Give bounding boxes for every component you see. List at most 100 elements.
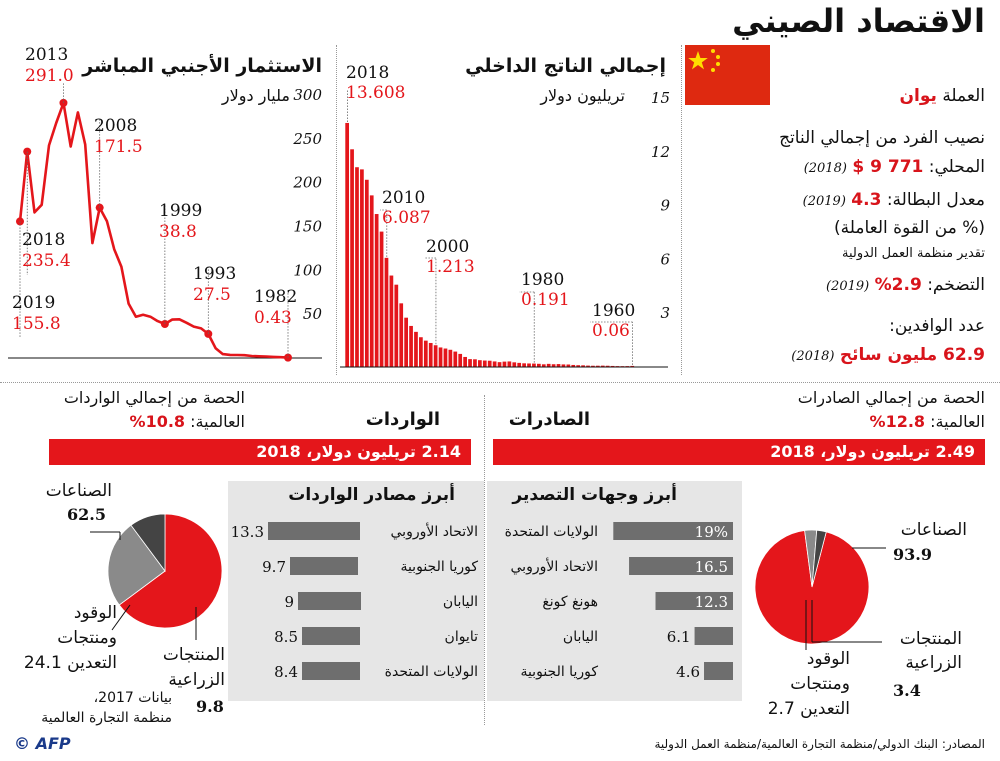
divider-charts bbox=[336, 45, 337, 375]
fdi-annotation-value: 235.4 bbox=[22, 251, 71, 271]
gdp-tick-label: 12 bbox=[651, 143, 670, 161]
tourists-year: (2018) bbox=[791, 349, 835, 364]
gdp-bar bbox=[576, 365, 581, 367]
gdp-bar bbox=[389, 275, 394, 367]
fdi-annotation-value: 27.5 bbox=[193, 285, 231, 305]
gdp-bar bbox=[443, 348, 448, 367]
export-share-line1: الحصة من إجمالي الصادرات bbox=[797, 388, 985, 407]
unemp-unit: (% من القوة العاملة) bbox=[834, 218, 985, 238]
gdp-tick-label: 15 bbox=[651, 89, 670, 107]
export-dest-label: الاتحاد الأوروبي bbox=[511, 557, 598, 575]
gdp-pc-line1: نصيب الفرد من إجمالي الناتج bbox=[779, 128, 985, 148]
gdp-bar bbox=[399, 303, 404, 367]
gdp-annotation-value: 0.06 bbox=[592, 321, 630, 341]
export-fuel-label: الوقود ومنتجات التعدين 2.7 bbox=[768, 647, 850, 722]
fdi-annotation-value: 171.5 bbox=[94, 137, 143, 157]
export-manufactures-label: الصناعات bbox=[900, 520, 967, 540]
fdi-chart-unit: مليار دولار bbox=[221, 86, 290, 105]
gdp-bar bbox=[591, 365, 595, 367]
inflation-label: التضخم: bbox=[927, 275, 985, 295]
gdp-bar bbox=[561, 364, 566, 367]
fdi-annotation-value: 291.0 bbox=[25, 66, 74, 86]
export-agri-label1: المنتجات bbox=[899, 629, 962, 649]
gdp-chart-title: إجمالي الناتج الداخلي bbox=[465, 55, 666, 77]
unemp-label: معدل البطالة: bbox=[886, 190, 985, 210]
import-src-title: أبرز مصادر الواردات bbox=[288, 485, 455, 505]
gdp-bar bbox=[610, 365, 615, 367]
import-note2: منظمة التجارة العالمية bbox=[41, 710, 172, 726]
gdp-bar bbox=[364, 179, 369, 367]
import-src-value: 9 bbox=[284, 593, 294, 611]
gdp-annotation-year: 1980 bbox=[521, 270, 564, 290]
gdp-annotation-year: 2000 bbox=[426, 237, 469, 257]
export-fuel-label3: التعدين 2.7 bbox=[767, 699, 850, 719]
gdp-bar bbox=[536, 363, 541, 367]
export-pie-slice bbox=[811, 529, 827, 588]
gdp-bar bbox=[453, 351, 458, 367]
gdp-bar bbox=[409, 325, 413, 367]
afp-credit: © AFP bbox=[14, 734, 71, 753]
gdp-bar bbox=[482, 360, 487, 367]
import-agri-label: المنتجات الزراعية bbox=[163, 643, 225, 693]
export-share-line2: العالمية: bbox=[930, 412, 985, 431]
gdp-bar bbox=[419, 337, 423, 367]
gdp-bar bbox=[541, 364, 546, 367]
export-dest-title: أبرز وجهات التصدير bbox=[512, 485, 677, 505]
import-fuel-leader bbox=[111, 604, 131, 631]
import-note: بيانات 2017، منظمة التجارة العالمية bbox=[41, 688, 172, 728]
gdp-bar bbox=[517, 362, 522, 367]
import-share-value: 10.8% bbox=[129, 412, 186, 431]
inflation-value: 2.9% bbox=[874, 275, 922, 295]
import-src-label: الاتحاد الأوروبي bbox=[391, 522, 478, 540]
gdp-bar bbox=[379, 231, 384, 367]
gdp-bar bbox=[605, 365, 610, 367]
export-dest-label: الولايات المتحدة bbox=[505, 524, 598, 540]
gdp-bar bbox=[527, 363, 531, 367]
fdi-annotation-year: 1999 bbox=[159, 201, 202, 221]
fdi-tick-label: 150 bbox=[293, 218, 322, 236]
gdp-bar bbox=[571, 364, 576, 367]
gdp-bar bbox=[478, 360, 482, 367]
fdi-annotation-year: 2019 bbox=[12, 293, 55, 313]
gdp-annotation-year: 2018 bbox=[346, 63, 389, 83]
import-pie-slice bbox=[118, 513, 223, 629]
gdp-bar bbox=[345, 122, 350, 368]
gdp-bar bbox=[556, 364, 561, 367]
import-fuel-label3: التعدين 24.1 bbox=[23, 653, 117, 673]
export-agri-label2: الزراعية bbox=[905, 653, 962, 673]
export-dest-value: 12.3 bbox=[695, 593, 728, 611]
export-dest-bar bbox=[694, 627, 733, 645]
gdp-bar bbox=[512, 362, 517, 367]
gdp-bar bbox=[546, 363, 551, 367]
import-note1: بيانات 2017، bbox=[93, 690, 172, 706]
gdp-bar bbox=[630, 365, 635, 367]
fdi-tick-label: 100 bbox=[293, 261, 322, 279]
import-src-bar bbox=[268, 522, 360, 540]
gdp-bar bbox=[433, 345, 438, 367]
import-share-line2: العالمية: bbox=[190, 412, 245, 431]
import-pie-slice bbox=[107, 524, 166, 606]
gdp-pc-line2: المحلي: bbox=[928, 157, 985, 177]
gdp-bar bbox=[487, 360, 492, 367]
gdp-annotation-year: 1960 bbox=[592, 301, 635, 321]
export-dest-label: هونغ كونغ bbox=[542, 594, 598, 610]
export-dest-value: 16.5 bbox=[695, 558, 728, 576]
gdp-annotation-value: 6.087 bbox=[382, 208, 431, 228]
export-dest-bar bbox=[613, 522, 733, 540]
import-manufactures-value: 62.5 bbox=[67, 505, 106, 524]
gdp-bar bbox=[350, 149, 354, 367]
import-src-label: الولايات المتحدة bbox=[385, 664, 478, 680]
gdp-bar bbox=[384, 257, 389, 367]
gdp-bar bbox=[473, 359, 477, 367]
gdp-tick-label: 9 bbox=[660, 197, 670, 215]
gdp-tick-label: 3 bbox=[660, 304, 670, 322]
fdi-tick-label: 300 bbox=[293, 86, 322, 104]
import-src-bar bbox=[302, 662, 360, 680]
tourists-value: 62.9 مليون سائح bbox=[839, 345, 985, 365]
gdp-bar bbox=[586, 365, 590, 367]
export-fuel-label2: ومنتجات bbox=[790, 674, 850, 694]
gdp-annotation-value: 13.608 bbox=[346, 83, 405, 103]
gdp-pc-value: 771 9 $ bbox=[852, 157, 924, 177]
export-agri-value: 3.4 bbox=[893, 681, 921, 700]
